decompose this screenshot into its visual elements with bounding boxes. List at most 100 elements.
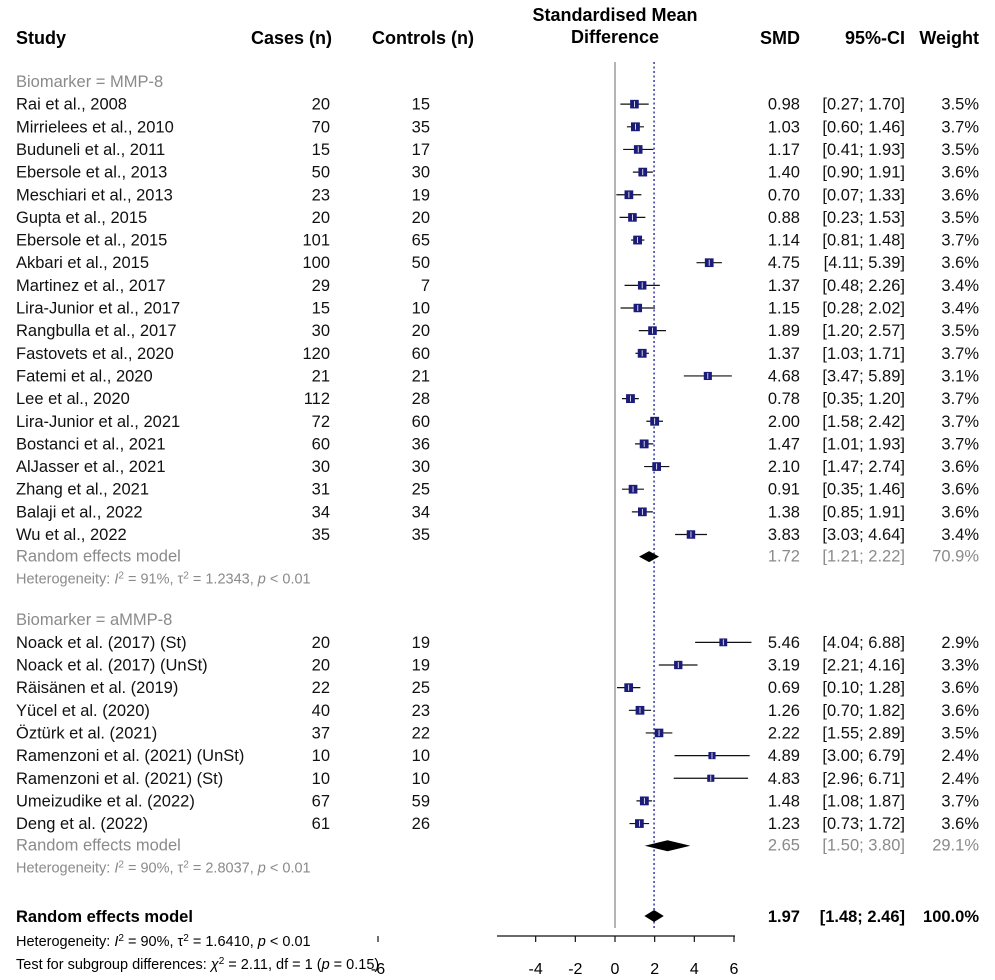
study-row-weight: 3.6%: [941, 186, 979, 204]
study-row-cases: 20: [312, 657, 330, 675]
x-tick-label: 2: [650, 961, 659, 978]
subgroup-heterogeneity: Heterogeneity: I2 = 90%, τ2 = 2.8037, p …: [16, 859, 311, 877]
study-row-smd: 1.89: [768, 322, 800, 340]
study-row-controls: 20: [412, 209, 430, 227]
header-cases: Cases (n): [251, 28, 332, 48]
study-row-controls: 25: [412, 481, 430, 499]
study-row-controls: 20: [412, 322, 430, 340]
subgroup-label: Biomarker = MMP-8: [16, 73, 163, 91]
subgroup-random-smd: 2.65: [768, 837, 800, 855]
study-row-name: Ramenzoni et al. (2021) (St): [16, 770, 223, 788]
study-row-weight: 3.6%: [941, 164, 979, 182]
study-row-ci: [0.60; 1.46]: [822, 118, 905, 136]
study-row-name: Yücel et al. (2020): [16, 702, 150, 720]
study-row-name: Meschiari et al., 2013: [16, 186, 173, 204]
study-row-smd: 2.00: [768, 413, 800, 431]
study-row-cases: 61: [312, 815, 330, 833]
study-row-cases: 30: [312, 322, 330, 340]
study-row-ci: [2.96; 6.71]: [822, 770, 905, 788]
subgroup-random-ci: [1.21; 2.22]: [822, 548, 905, 566]
study-row-controls: 36: [412, 435, 430, 453]
study-row-name: Öztürk et al. (2021): [16, 724, 157, 742]
study-row-name: Buduneli et al., 2011: [16, 141, 165, 159]
study-row-cases: 40: [312, 702, 330, 720]
study-row-ci: [0.35; 1.20]: [822, 390, 905, 408]
study-row-cases: 35: [312, 526, 330, 544]
study-row-cases: 29: [312, 277, 330, 295]
study-row-ci: [1.55; 2.89]: [822, 724, 905, 742]
study-row-ci: [0.90; 1.91]: [822, 164, 905, 182]
study-row-cases: 34: [312, 503, 330, 521]
study-row-smd: 0.70: [768, 186, 800, 204]
study-row-weight: 3.4%: [941, 526, 979, 544]
subgroup-random-weight: 29.1%: [932, 837, 979, 855]
study-row-ci: [0.81; 1.48]: [822, 232, 905, 250]
study-row-name: Rai et al., 2008: [16, 96, 127, 114]
study-row-cases: 10: [312, 747, 330, 765]
study-row-ci: [0.23; 1.53]: [822, 209, 905, 227]
header-smd: SMD: [760, 28, 800, 48]
study-row-weight: 3.5%: [941, 209, 979, 227]
study-row-ci: [0.70; 1.82]: [822, 702, 905, 720]
overall-random-smd: 1.97: [768, 908, 800, 926]
study-row-cases: 120: [302, 345, 330, 363]
header-weight: Weight: [919, 28, 979, 48]
study-row-controls: 25: [412, 679, 430, 697]
x-tick-label: 6: [730, 961, 739, 978]
study-row-name: Noack et al. (2017) (St): [16, 634, 187, 652]
header-study: Study: [16, 28, 66, 48]
study-row-smd: 2.22: [768, 724, 800, 742]
study-row-smd: 1.23: [768, 815, 800, 833]
study-row-name: AlJasser et al., 2021: [16, 458, 166, 476]
subgroup-random-weight: 70.9%: [932, 548, 979, 566]
overall-random-label: Random effects model: [16, 908, 193, 926]
study-row-controls: 15: [412, 96, 430, 114]
study-row-weight: 2.4%: [941, 770, 979, 788]
study-row-weight: 2.4%: [941, 747, 979, 765]
study-row-ci: [1.20; 2.57]: [822, 322, 905, 340]
study-row-ci: [0.28; 2.02]: [822, 300, 905, 318]
study-row-cases: 67: [312, 792, 330, 810]
study-row-smd: 0.91: [768, 481, 800, 499]
study-row-smd: 1.47: [768, 435, 800, 453]
study-row-cases: 60: [312, 435, 330, 453]
subgroup-diamond: [644, 840, 691, 852]
study-row-name: Fatemi et al., 2020: [16, 367, 153, 385]
study-row-name: Lira-Junior et al., 2021: [16, 413, 180, 431]
header-smd-title-2: Difference: [571, 27, 659, 47]
overall-random-ci: [1.48; 2.46]: [820, 908, 905, 926]
study-row-controls: 30: [412, 458, 430, 476]
study-row-weight: 3.6%: [941, 254, 979, 272]
study-row-weight: 3.6%: [941, 458, 979, 476]
study-row-controls: 19: [412, 186, 430, 204]
study-row-weight: 3.5%: [941, 322, 979, 340]
study-row-controls: 22: [412, 724, 430, 742]
overall-random-weight: 100.0%: [923, 908, 979, 926]
study-row-name: Ramenzoni et al. (2021) (UnSt): [16, 747, 244, 765]
study-row-weight: 3.5%: [941, 96, 979, 114]
study-row-ci: [0.73; 1.72]: [822, 815, 905, 833]
subgroup-random-label: Random effects model: [16, 548, 181, 566]
x-tick-label: 0: [611, 961, 620, 978]
study-row-name: Lee et al., 2020: [16, 390, 130, 408]
subgroup-diamond: [638, 551, 660, 563]
study-row-controls: 60: [412, 345, 430, 363]
study-row-controls: 19: [412, 634, 430, 652]
study-row-cases: 100: [302, 254, 330, 272]
study-row-name: Ebersole et al., 2013: [16, 164, 167, 182]
study-row-smd: 1.37: [768, 277, 800, 295]
study-row-ci: [3.47; 5.89]: [822, 367, 905, 385]
study-row-smd: 1.14: [768, 232, 800, 250]
study-row-ci: [0.85; 1.91]: [822, 503, 905, 521]
study-row-weight: 3.6%: [941, 815, 979, 833]
study-row-smd: 2.10: [768, 458, 800, 476]
study-row-ci: [2.21; 4.16]: [822, 657, 905, 675]
study-row-ci: [1.58; 2.42]: [822, 413, 905, 431]
study-row-controls: 21: [412, 367, 430, 385]
study-row-ci: [0.27; 1.70]: [822, 96, 905, 114]
study-row-ci: [1.08; 1.87]: [822, 792, 905, 810]
x-tick-label: 4: [690, 961, 699, 978]
study-row-controls: 28: [412, 390, 430, 408]
x-tick-label: -6: [371, 961, 385, 978]
study-row-controls: 65: [412, 232, 430, 250]
